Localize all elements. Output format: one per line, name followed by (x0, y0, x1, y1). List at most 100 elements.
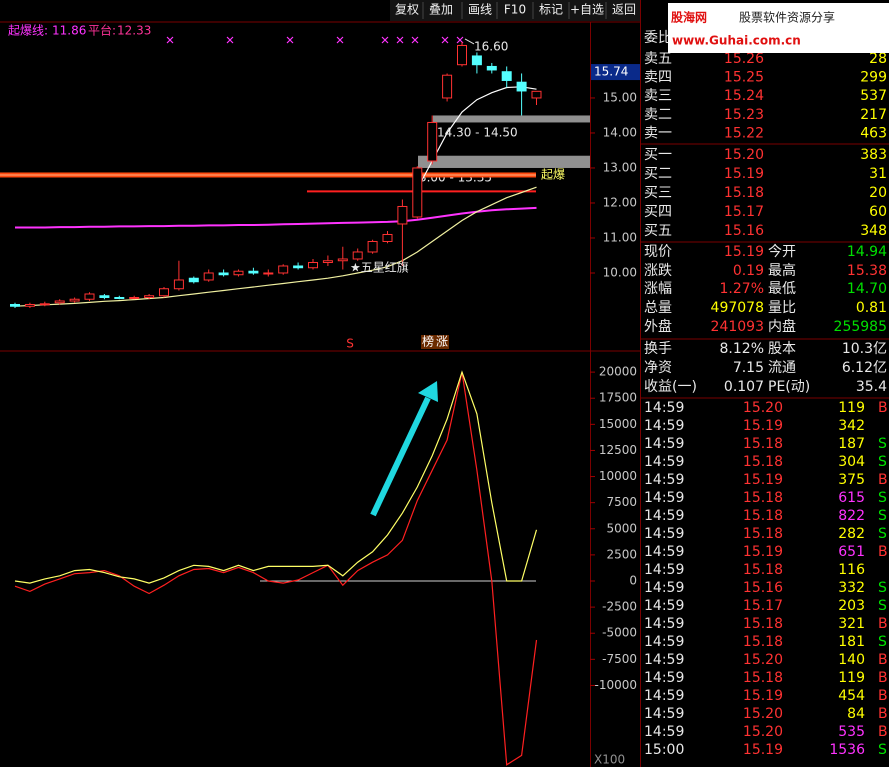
logo-bg (668, 3, 889, 53)
trade-volume: 535 (838, 724, 865, 740)
y-tick-label: 10000 (599, 469, 637, 483)
signal-cross (441, 36, 449, 44)
trade-price: 15.20 (743, 400, 783, 416)
trade-time: 14:59 (644, 652, 684, 668)
arrow-shaft (370, 396, 431, 517)
price-tag: 15.74 (594, 65, 628, 79)
stat-label: 涨跌 (644, 263, 672, 279)
book-price: 15.26 (724, 51, 764, 67)
stat-value: 497078 (711, 300, 764, 316)
book-volume: 31 (869, 166, 887, 182)
trade-side: S (878, 634, 887, 650)
toolbar-button[interactable]: 画线 (468, 3, 492, 17)
book-volume: 383 (860, 147, 887, 163)
y-tick-label: 10.00 (603, 265, 637, 279)
book-label: 卖五 (644, 51, 672, 67)
indicator-line (14, 370, 538, 584)
book-label: 买一 (644, 147, 672, 163)
stat-value: 0.19 (733, 263, 764, 279)
toolbar (390, 0, 640, 21)
book-volume: 463 (860, 125, 887, 141)
trade-volume: 304 (838, 454, 865, 470)
trade-volume: 342 (838, 418, 865, 434)
candle-body (367, 240, 378, 253)
trade-time: 14:59 (644, 634, 684, 650)
y-tick-label: 5000 (606, 521, 637, 535)
toolbar-button[interactable]: F10 (504, 3, 526, 17)
arrow-head (418, 381, 438, 402)
trade-volume: 187 (838, 436, 865, 452)
trade-side: B (878, 688, 888, 704)
book-price: 15.25 (724, 70, 764, 86)
toolbar-button[interactable]: +自选 (570, 3, 604, 17)
candle-body (337, 258, 348, 262)
trade-side: B (878, 724, 888, 740)
candle-body (427, 121, 438, 162)
trade-side: S (878, 436, 887, 452)
candle-body (233, 270, 244, 276)
trade-volume: 116 (838, 562, 865, 578)
book-volume: 28 (869, 51, 887, 67)
y-tick-label: 2500 (606, 547, 637, 561)
trade-price: 15.17 (743, 598, 783, 614)
y-tick-label: -7500 (602, 652, 637, 666)
indicator-label: 平台: (88, 23, 116, 38)
stat-value: 255985 (834, 319, 887, 335)
candle-body (308, 261, 318, 269)
candle-body (352, 251, 363, 260)
toolbar-button[interactable]: 复权 (395, 3, 419, 17)
book-volume: 60 (869, 204, 887, 220)
trade-side: B (878, 670, 888, 686)
trade-time: 14:59 (644, 724, 684, 740)
trade-side: B (878, 652, 888, 668)
signal: 涨 (436, 334, 448, 349)
trade-price: 15.18 (743, 616, 783, 632)
candle-body (10, 303, 20, 307)
trade-price: 15.18 (743, 670, 783, 686)
y-tick-label: 14.00 (603, 125, 637, 139)
candle-body (114, 296, 125, 299)
trade-price: 15.18 (743, 454, 783, 470)
trade-volume: 119 (838, 400, 865, 416)
stat-label: 最高 (768, 262, 796, 279)
book-volume: 217 (860, 107, 887, 123)
stat-label: 总量 (644, 300, 672, 316)
trade-volume: 332 (838, 580, 865, 596)
stat-value: 241093 (711, 319, 764, 335)
trade-volume: 651 (838, 544, 865, 560)
toolbar-button[interactable]: 叠加 (429, 3, 453, 17)
toolbar-button[interactable]: 返回 (612, 3, 636, 17)
stat-label: 量比 (768, 300, 796, 316)
trade-side: B (878, 472, 888, 488)
toolbar-button[interactable]: 标记 (539, 3, 563, 17)
trade-volume: 140 (838, 652, 865, 668)
logo-url: www.Guhai.com.cn (672, 34, 801, 48)
candle-body (159, 288, 169, 297)
trade-time: 14:59 (644, 418, 684, 434)
candle-body (129, 296, 140, 299)
y-tick-label: 17500 (599, 391, 637, 405)
candle-body (203, 272, 214, 281)
stat-label: 内盘 (768, 318, 796, 335)
y-tick-label: 12500 (599, 443, 637, 457)
trade-price: 15.18 (743, 508, 783, 524)
candle-body (39, 303, 50, 306)
trade-side: S (878, 508, 887, 524)
candle-body (54, 300, 65, 304)
candle-body (173, 279, 184, 290)
indicator-value: 11.86 (52, 24, 86, 38)
stat-value: 0.107 (724, 379, 764, 395)
trade-time: 14:59 (644, 706, 684, 722)
trade-time: 14:59 (644, 688, 684, 704)
y-tick-label: 13.00 (603, 160, 637, 174)
signal: S (346, 337, 354, 351)
stat-label: 换手 (644, 340, 672, 357)
trade-time: 15:00 (644, 742, 684, 758)
trade-price: 15.20 (743, 652, 783, 668)
trade-price: 15.16 (743, 580, 783, 596)
price-zone (433, 115, 590, 123)
stat-label: 涨幅 (644, 281, 672, 297)
trade-volume: 615 (838, 490, 865, 506)
trade-side: S (878, 454, 887, 470)
